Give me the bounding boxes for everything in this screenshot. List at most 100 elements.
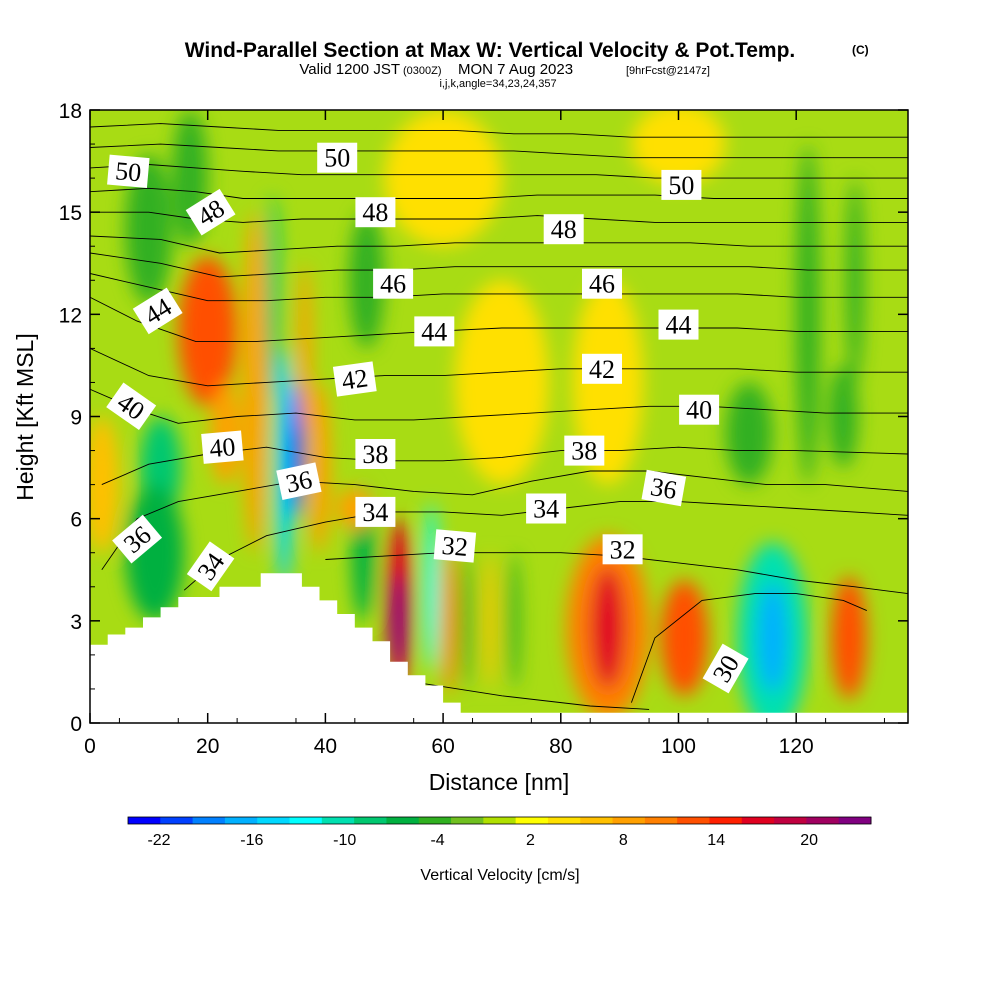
isentrope-line-47 — [90, 235, 908, 254]
colorbar-tick-label: 20 — [800, 832, 818, 849]
contour-label-box — [582, 353, 622, 384]
contour-label-text: 40 — [686, 396, 712, 425]
isentrope-line-44 — [90, 296, 908, 343]
contour-label-box — [526, 493, 567, 524]
velocity-cell-6 — [265, 195, 280, 400]
colorbar-tick-label: -4 — [430, 832, 444, 849]
contour-label-1: 50 — [317, 142, 358, 173]
contour-label-text: 48 — [551, 215, 577, 244]
contour-label-0: 50 — [107, 154, 150, 188]
contour-label-text: 32 — [441, 531, 469, 562]
velocity-cell-10 — [125, 154, 173, 305]
velocity-cell-15 — [391, 573, 407, 669]
contour-label-18: 36 — [276, 462, 322, 501]
colorbar-tick-label: 14 — [707, 832, 725, 849]
colorbar-swatch — [547, 817, 581, 824]
colorbar-swatch — [192, 817, 226, 824]
contour-label-19: 36 — [641, 469, 687, 507]
contour-label-text: 48 — [362, 198, 388, 227]
colorbar-tick-label: 8 — [619, 832, 628, 849]
contour-label-box — [373, 268, 414, 299]
contour-label-box — [641, 469, 687, 507]
contour-label-box — [661, 169, 702, 200]
contour-label-text: 42 — [589, 355, 615, 384]
isentrope-line-40 — [90, 388, 908, 424]
contour-label-15: 40 — [679, 394, 720, 425]
contour-label-24: 32 — [433, 529, 477, 563]
velocity-cell-19 — [484, 552, 497, 689]
contour-label-text: 36 — [283, 465, 314, 499]
colorbar-swatch — [321, 817, 355, 824]
contour-label-text: 50 — [668, 171, 694, 200]
colorbar-swatch — [515, 817, 549, 824]
contour-label-box — [186, 541, 235, 592]
contour-label-text: 34 — [533, 495, 559, 524]
isentrope-line-49 — [90, 187, 908, 199]
contour-label-box — [602, 534, 643, 565]
contour-label-box — [702, 643, 749, 694]
colorbar-swatch — [483, 817, 517, 824]
contour-label-25: 32 — [602, 534, 643, 565]
colorbar-swatch — [741, 817, 775, 824]
contour-label-text: 38 — [571, 437, 597, 466]
isentrope-line-51 — [90, 143, 908, 159]
velocity-cell-0 — [178, 256, 238, 407]
colorbar-swatch — [224, 817, 258, 824]
contour-label-box — [276, 462, 322, 501]
contour-label-14: 40 — [201, 430, 244, 464]
colorbar-swatch — [386, 817, 420, 824]
velocity-cell-27 — [454, 280, 550, 485]
contour-label-text: 50 — [114, 156, 142, 187]
colorbar-swatch — [774, 817, 807, 824]
contour-label-box — [201, 430, 244, 464]
velocity-cell-26 — [831, 576, 867, 700]
velocity-cell-31 — [846, 178, 864, 383]
contour-label-text: 50 — [324, 144, 350, 173]
contour-label-text: 46 — [589, 270, 615, 299]
x-tick-label: 120 — [779, 735, 814, 758]
contour-label-16: 38 — [355, 439, 396, 469]
velocity-cell-20 — [507, 552, 520, 689]
x-axis-label: Distance [nm] — [429, 769, 570, 795]
contour-label-text: 36 — [648, 472, 679, 505]
isentrope-line-30 — [413, 681, 650, 710]
colorbar-swatch — [580, 817, 614, 824]
colorbar-swatch — [806, 817, 840, 824]
valid-time-label: Valid 1200 JST — [299, 61, 400, 78]
copyright-mark: (C) — [852, 43, 869, 57]
contour-label-21: 34 — [355, 496, 396, 527]
contour-label-text: 38 — [362, 440, 388, 469]
contour-label-box — [355, 439, 396, 469]
valid-utc-label: (0300Z) — [403, 65, 442, 77]
y-axis-label: Height [Kft MSL] — [12, 333, 38, 500]
colorbar-swatch — [451, 817, 484, 824]
contour-label-box — [414, 316, 455, 347]
velocity-cell-30 — [796, 144, 820, 485]
x-tick-label: 0 — [84, 735, 96, 758]
colorbar-swatch — [677, 817, 710, 824]
colorbar-swatch — [354, 817, 387, 824]
contour-label-box — [582, 268, 622, 299]
y-tick-label: 6 — [70, 509, 82, 532]
colorbar-tick-label: 2 — [526, 832, 535, 849]
x-tick-label: 100 — [661, 735, 696, 758]
contour-label-12: 42 — [582, 353, 622, 384]
colorbar-swatch — [289, 817, 323, 824]
contour-label-text: 32 — [610, 535, 636, 564]
isentrope-line-42 — [90, 347, 908, 387]
colorbar-label: Vertical Velocity [cm/s] — [420, 867, 579, 884]
colorbar-swatch — [257, 817, 291, 824]
y-tick-label: 18 — [59, 100, 82, 123]
contour-label-box — [658, 309, 699, 340]
y-tick-label: 12 — [59, 304, 82, 327]
contour-label-17: 38 — [564, 435, 605, 466]
contour-label-10: 44 — [658, 309, 699, 340]
colorbar: -22 -16 -10 -4 2 8 14 20 — [127, 816, 872, 849]
x-axis: 0 20 40 60 80 100 120 — [84, 110, 885, 758]
contour-label-6: 46 — [373, 268, 414, 299]
velocity-cell-34 — [631, 110, 726, 185]
colorbar-swatch — [612, 817, 646, 824]
velocity-cell-18 — [460, 552, 473, 689]
colorbar-tick-label: -22 — [147, 832, 170, 849]
